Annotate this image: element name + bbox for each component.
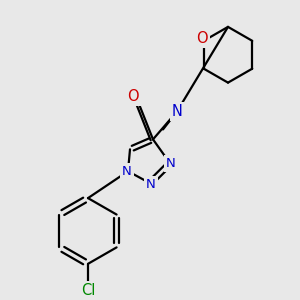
Text: N: N [146,178,156,191]
Text: O: O [127,89,139,104]
Text: O: O [196,31,208,46]
Text: N: N [172,104,182,119]
Text: N: N [122,165,132,178]
Text: Cl: Cl [81,283,95,298]
Text: N: N [166,157,176,170]
